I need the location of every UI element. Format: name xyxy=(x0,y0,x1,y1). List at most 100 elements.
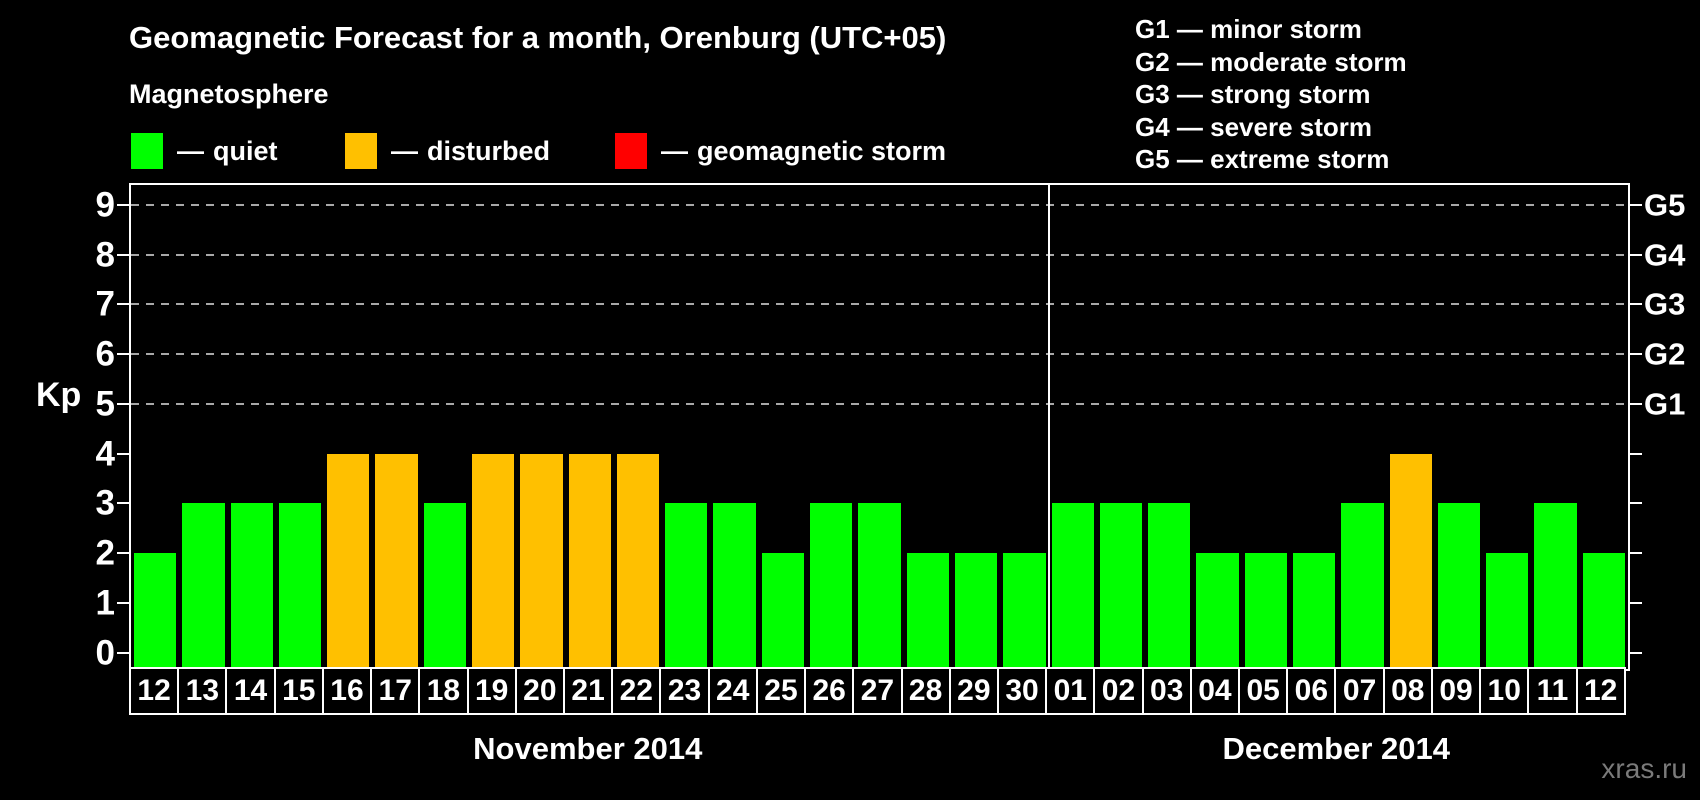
day-label: 15 xyxy=(273,667,324,715)
day-label: 20 xyxy=(514,667,565,715)
disturbed-color-swatch xyxy=(345,133,377,169)
legend-item-label: geomagnetic storm xyxy=(697,135,947,166)
kp-bar xyxy=(1486,553,1529,669)
storm-scale-legend: G1 — minor storm G2 — moderate storm G3 — … xyxy=(1135,13,1407,176)
month-label: December 2014 xyxy=(1222,731,1451,766)
kp-bar xyxy=(1003,553,1046,669)
month-label: November 2014 xyxy=(473,731,703,766)
kp-bar xyxy=(520,453,563,669)
day-label: 04 xyxy=(1189,667,1241,715)
right-axis-tick xyxy=(1630,353,1642,356)
right-axis-tick xyxy=(1630,402,1642,405)
left-axis-tick xyxy=(117,502,129,505)
day-label: 12 xyxy=(129,667,180,715)
legend-title: Magnetosphere xyxy=(129,79,329,109)
right-axis-tick xyxy=(1630,452,1642,455)
storm-scale-line: G5 — extreme storm xyxy=(1135,144,1390,174)
kp-bar xyxy=(568,453,611,669)
kp-bar xyxy=(665,503,708,669)
day-label: 08 xyxy=(1382,667,1433,715)
kp-bar xyxy=(616,453,660,669)
chart-title: Geomagnetic Forecast for a month, Orenbu… xyxy=(129,20,947,55)
kp-bar xyxy=(1534,503,1577,669)
kp-bar xyxy=(810,503,853,669)
right-axis-tick xyxy=(1630,502,1642,505)
day-label: 21 xyxy=(562,667,614,715)
kp-bar xyxy=(134,553,177,669)
day-label: 26 xyxy=(804,667,855,715)
right-axis-tick xyxy=(1630,651,1642,654)
left-axis-tick xyxy=(117,253,129,256)
kp-bar xyxy=(1099,503,1143,669)
g-scale-label: G5 xyxy=(1644,187,1686,223)
legend-dash: — xyxy=(391,135,418,166)
kp-bar xyxy=(1244,553,1287,669)
day-axis: 12 13 14 15 16 17 18 19 20 21 22 23 24 25 26 27 28 29 30 01… xyxy=(129,667,1626,715)
day-label: 11 xyxy=(1527,667,1578,715)
kp-bar xyxy=(278,503,322,669)
day-label: 18 xyxy=(418,667,469,715)
day-label: 07 xyxy=(1334,667,1385,715)
legend-dash: — xyxy=(177,135,204,166)
day-label: 25 xyxy=(755,667,807,715)
day-label: 16 xyxy=(321,667,373,715)
legend-item-disturbed: — disturbed xyxy=(345,132,550,170)
legend-item-geomagnetic-storm: — geomagnetic storm xyxy=(615,132,946,170)
watermark: xras.ru xyxy=(1601,753,1687,784)
right-axis-tick xyxy=(1630,203,1642,206)
y-tick-label: 2 xyxy=(95,533,115,573)
legend-item-label: quiet xyxy=(213,135,278,166)
left-axis-tick xyxy=(117,651,129,654)
left-axis-tick xyxy=(117,601,129,604)
plot-area: 0 1 2 3 4 5 6 7 8 9 G1 G2 G3 G4 G5 xyxy=(96,183,1685,671)
left-axis-tick xyxy=(117,552,129,555)
day-label: 05 xyxy=(1238,667,1289,715)
kp-bar xyxy=(1292,553,1336,669)
day-label: 28 xyxy=(900,667,951,715)
quiet-color-swatch xyxy=(131,133,163,169)
storm-scale-line: G2 — moderate storm xyxy=(1135,46,1407,77)
gridline xyxy=(131,203,1628,206)
g-scale-label: G1 xyxy=(1644,386,1686,422)
left-axis-tick xyxy=(117,303,129,306)
day-label: 29 xyxy=(948,667,999,715)
storm-scale-line: G3 — strong storm xyxy=(1135,79,1371,109)
kp-bar xyxy=(858,503,901,669)
gridline xyxy=(131,253,1628,256)
day-label: 03 xyxy=(1141,667,1192,715)
day-label: 06 xyxy=(1286,667,1337,715)
kp-bar xyxy=(1437,503,1481,669)
kp-bar xyxy=(423,503,467,669)
y-axis-title: Kp xyxy=(36,376,82,414)
right-axis-tick xyxy=(1630,253,1642,256)
day-label: 09 xyxy=(1430,667,1482,715)
kp-bar xyxy=(1582,553,1625,669)
legend-item-label: disturbed xyxy=(427,135,551,166)
left-axis-tick xyxy=(117,353,129,356)
day-label: 13 xyxy=(177,667,228,715)
gridline xyxy=(131,353,1628,356)
day-label: 10 xyxy=(1479,667,1530,715)
day-label: 02 xyxy=(1093,667,1144,715)
g-scale-label: G4 xyxy=(1644,237,1686,273)
day-label: 27 xyxy=(852,667,903,715)
y-tick-label: 7 xyxy=(95,284,115,324)
left-axis-tick xyxy=(117,203,129,206)
kp-bar xyxy=(182,503,225,669)
gridline xyxy=(131,303,1628,306)
kp-bar xyxy=(1196,553,1239,669)
kp-bar xyxy=(375,453,418,669)
day-label: 30 xyxy=(996,667,1048,715)
kp-bar xyxy=(1051,503,1094,669)
y-tick-label: 5 xyxy=(95,384,115,424)
g-scale-label: G3 xyxy=(1644,286,1686,322)
storm-scale-line: G4 — severe storm xyxy=(1135,111,1373,142)
day-label: 01 xyxy=(1045,667,1096,715)
kp-bar xyxy=(472,453,515,669)
right-axis-tick xyxy=(1630,552,1642,555)
y-tick-label: 3 xyxy=(95,483,115,523)
right-axis-tick xyxy=(1630,303,1642,306)
kp-bar xyxy=(1389,453,1432,669)
kp-bar xyxy=(1148,503,1191,669)
